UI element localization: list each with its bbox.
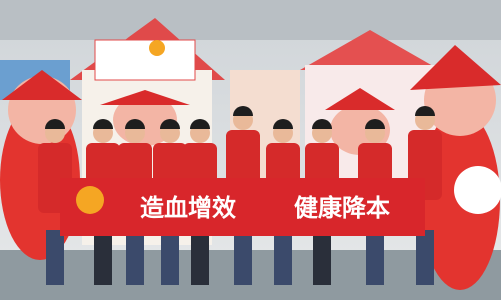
banner-text: 造血增效 <box>140 194 236 222</box>
booth-house-part <box>95 40 195 80</box>
people-part <box>416 230 434 285</box>
page: {"banner": {"left": "造血增效", "right": "健康… <box>0 0 501 300</box>
people-part <box>126 230 144 285</box>
people-part <box>46 230 64 285</box>
booth-house-part <box>149 40 165 56</box>
people-part <box>366 230 384 285</box>
banner-text: 健康降本 <box>294 194 390 222</box>
banner-part <box>76 186 104 214</box>
background-part <box>0 0 501 40</box>
people-part <box>94 230 112 285</box>
scene: 造血增效 健康降本 <box>0 0 501 300</box>
people-part <box>234 230 252 285</box>
people-part <box>313 230 331 285</box>
mascot-part <box>454 166 501 214</box>
people-part <box>274 230 292 285</box>
people-part <box>161 230 179 285</box>
banner: 造血增效 健康降本 <box>60 178 425 236</box>
people-part <box>191 230 209 285</box>
